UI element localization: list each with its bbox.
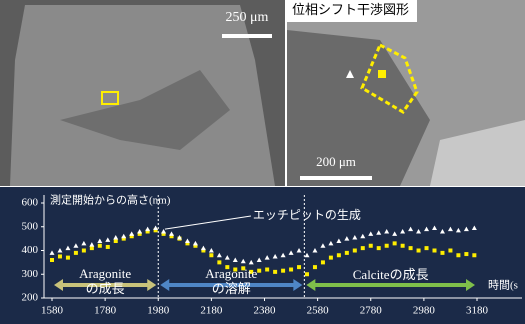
x-tick-label: 3180 bbox=[466, 305, 489, 317]
data-point bbox=[90, 246, 94, 250]
data-point bbox=[289, 268, 293, 272]
panel-title: 位相シフト干渉図形 bbox=[292, 2, 409, 17]
data-point bbox=[433, 249, 437, 253]
phase-label: Aragonite bbox=[79, 266, 131, 281]
x-tick-label: 2980 bbox=[413, 305, 436, 317]
data-point bbox=[337, 253, 341, 257]
data-point bbox=[369, 244, 373, 248]
x-tick-label: 1980 bbox=[147, 305, 170, 317]
data-point bbox=[425, 246, 429, 250]
y-axis-label: 測定開始からの高さ(nm) bbox=[50, 193, 171, 207]
data-point bbox=[472, 253, 476, 257]
data-point bbox=[377, 246, 381, 250]
scale-label: 200 μm bbox=[316, 154, 356, 169]
x-tick-label: 2580 bbox=[307, 305, 330, 317]
x-tick-label: 1580 bbox=[41, 305, 64, 317]
scale-label: 250 μm bbox=[226, 10, 269, 25]
data-point bbox=[401, 244, 405, 248]
data-point bbox=[345, 251, 349, 255]
data-point bbox=[393, 241, 397, 245]
data-point bbox=[82, 249, 86, 253]
x-tick-label: 1780 bbox=[94, 305, 117, 317]
phase-label: Calciteの成長 bbox=[353, 267, 429, 282]
x-axis-label: 時間(s bbox=[488, 279, 518, 292]
data-point bbox=[217, 260, 221, 264]
x-tick-label: 2180 bbox=[200, 305, 223, 317]
data-point bbox=[297, 265, 301, 269]
data-point bbox=[417, 249, 421, 253]
data-point bbox=[385, 244, 389, 248]
data-point bbox=[440, 251, 444, 255]
y-tick-label: 500 bbox=[22, 220, 39, 232]
data-point bbox=[273, 270, 277, 274]
data-point bbox=[257, 269, 261, 273]
data-point bbox=[313, 265, 317, 269]
roi-marker bbox=[378, 70, 386, 78]
y-tick-label: 600 bbox=[22, 197, 39, 209]
figure: 250 μm 位相シフト干渉図形 200 μm 200 300 400 500 600 1… bbox=[0, 0, 525, 324]
data-point bbox=[114, 239, 118, 243]
annotation: エッチピットの生成 bbox=[253, 208, 361, 222]
phase-label: の成長 bbox=[86, 281, 125, 296]
data-point bbox=[106, 245, 110, 249]
phase-label: Aragonite bbox=[205, 266, 257, 281]
data-point bbox=[361, 246, 365, 250]
data-point bbox=[305, 272, 309, 276]
data-point bbox=[281, 269, 285, 273]
y-tick-label: 400 bbox=[22, 244, 39, 256]
data-point bbox=[209, 253, 213, 257]
data-point bbox=[353, 249, 357, 253]
data-point bbox=[329, 256, 333, 260]
crystal bbox=[10, 5, 275, 186]
data-point bbox=[321, 260, 325, 264]
x-tick-label: 2780 bbox=[360, 305, 383, 317]
y-tick-label: 200 bbox=[22, 292, 39, 304]
data-point bbox=[58, 254, 62, 258]
data-point bbox=[464, 252, 468, 256]
phase-label: の溶解 bbox=[212, 281, 251, 296]
data-point bbox=[66, 256, 70, 260]
data-point bbox=[74, 251, 78, 255]
data-point bbox=[98, 244, 102, 248]
data-point bbox=[265, 268, 269, 272]
data-point bbox=[448, 249, 452, 253]
data-point bbox=[456, 253, 460, 257]
y-tick-label: 300 bbox=[22, 268, 39, 280]
data-point bbox=[409, 246, 413, 250]
data-point bbox=[50, 258, 54, 262]
x-tick-label: 2380 bbox=[254, 305, 277, 317]
